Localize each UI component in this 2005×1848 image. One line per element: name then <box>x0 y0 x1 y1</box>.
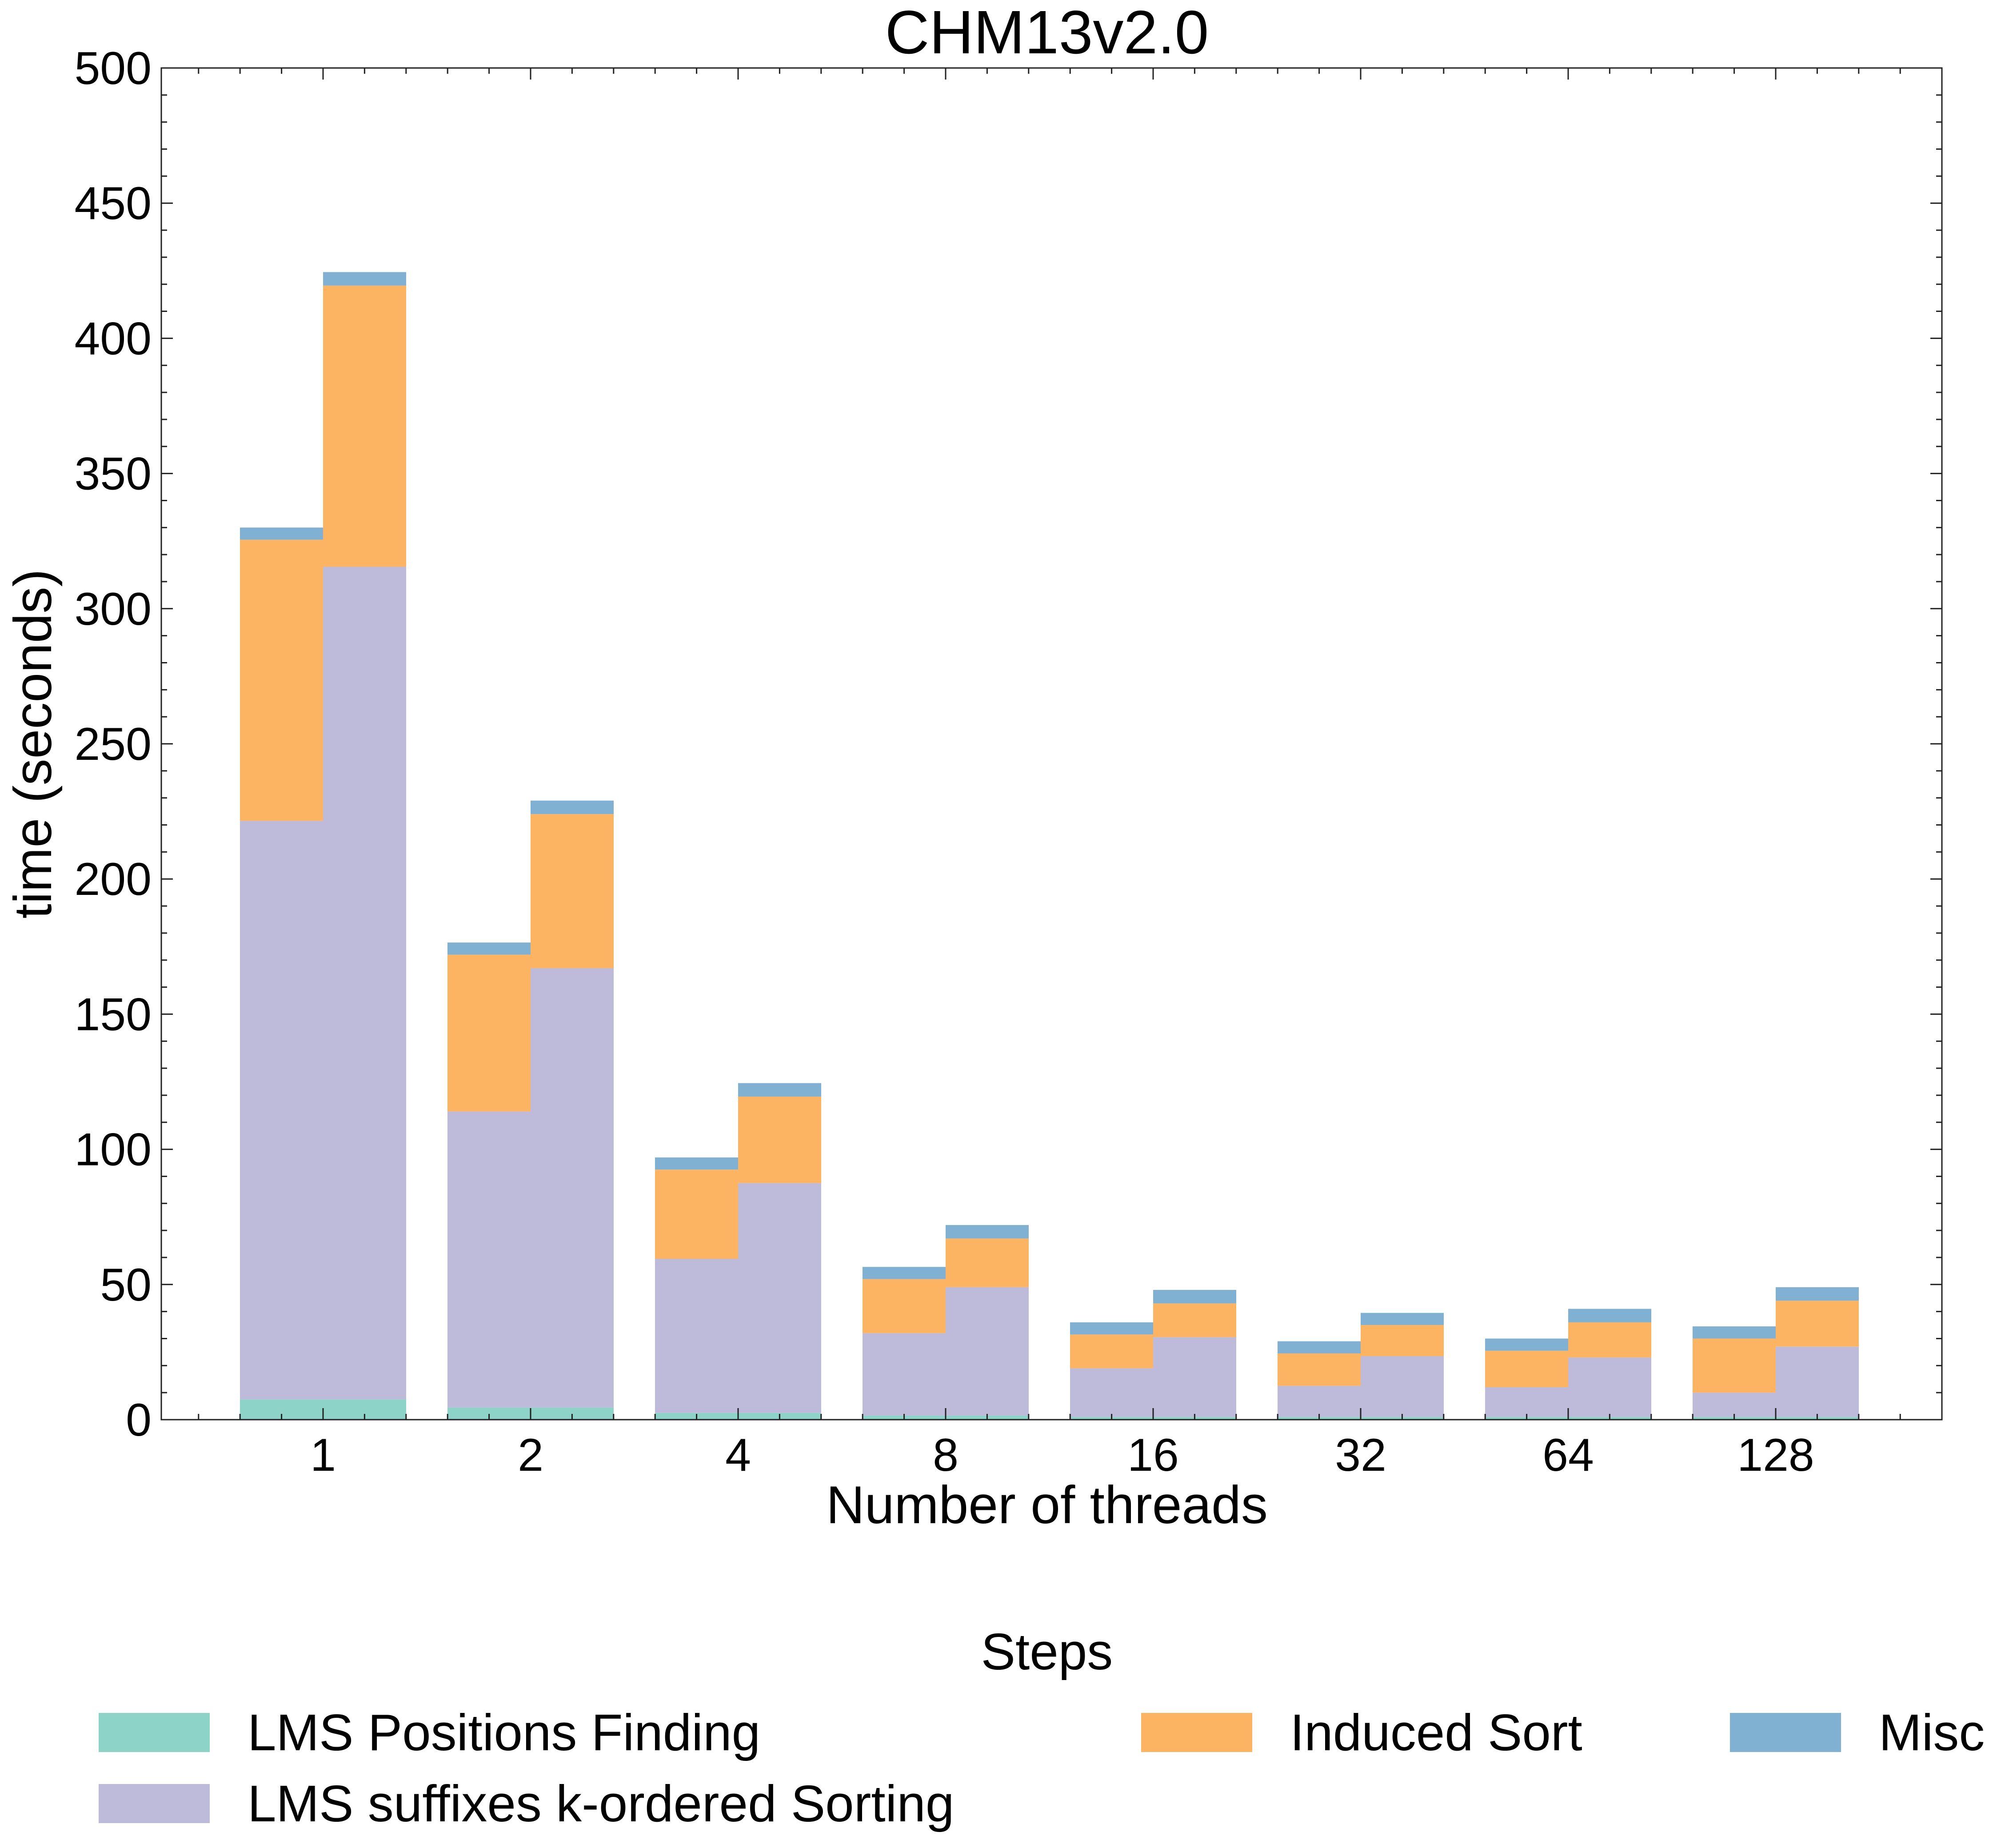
bar-induced-sort-t32-2 <box>1361 1325 1444 1357</box>
bar-misc-t64-2 <box>1568 1309 1651 1322</box>
legend-label-induced-sort: Induced Sort <box>1290 1704 1582 1761</box>
bar-induced-sort-t8-2 <box>946 1238 1029 1287</box>
bar-lms-suffixes-k-ordered-sorting-t16-1 <box>1070 1368 1153 1417</box>
y-tick-label: 150 <box>74 989 152 1040</box>
y-tick-label: 200 <box>74 854 152 905</box>
bar-misc-t16-2 <box>1153 1289 1236 1304</box>
y-tick-label: 50 <box>100 1259 152 1311</box>
bar-induced-sort-t2-1 <box>447 954 531 1112</box>
bar-lms-suffixes-k-ordered-sorting-t4-2 <box>738 1183 821 1413</box>
bar-lms-suffixes-k-ordered-sorting-t8-2 <box>946 1287 1029 1416</box>
legend-swatch-misc <box>1730 1713 1841 1752</box>
y-tick-label: 300 <box>74 583 152 635</box>
bar-lms-suffixes-k-ordered-sorting-t2-1 <box>447 1111 531 1408</box>
x-tick-label: 64 <box>1542 1429 1594 1481</box>
bar-induced-sort-t64-2 <box>1568 1322 1651 1358</box>
bar-induced-sort-t64-1 <box>1485 1350 1568 1387</box>
bar-misc-t2-2 <box>531 800 614 814</box>
y-tick-label: 450 <box>74 178 152 229</box>
bar-misc-t64-1 <box>1485 1338 1568 1351</box>
bar-misc-t8-2 <box>946 1225 1029 1239</box>
x-tick-label: 2 <box>518 1429 543 1481</box>
bar-misc-t32-2 <box>1361 1313 1444 1325</box>
bar-misc-t4-2 <box>738 1083 821 1097</box>
y-tick-label: 500 <box>74 43 152 94</box>
bar-lms-suffixes-k-ordered-sorting-t128-2 <box>1776 1346 1859 1417</box>
bar-induced-sort-t128-1 <box>1693 1338 1776 1393</box>
legend-label-lms-positions-finding: LMS Positions Finding <box>248 1704 760 1761</box>
bar-lms-suffixes-k-ordered-sorting-t1-2 <box>323 567 406 1400</box>
x-tick-label: 4 <box>725 1429 751 1481</box>
bar-lms-suffixes-k-ordered-sorting-t16-2 <box>1153 1337 1236 1417</box>
bar-induced-sort-t8-1 <box>863 1279 946 1333</box>
bar-induced-sort-t4-2 <box>738 1096 821 1183</box>
legend-label-lms-suffixes-k-ordered-sorting: LMS suffixes k-ordered Sorting <box>248 1775 954 1832</box>
bar-lms-suffixes-k-ordered-sorting-t4-1 <box>655 1259 738 1413</box>
bar-misc-t8-1 <box>863 1267 946 1279</box>
chart-title: CHM13v2.0 <box>885 0 1209 67</box>
plot-frame <box>160 67 1943 1421</box>
y-axis-ticks: 0 50 100 150 200 250 300 350 400 450 500 <box>74 43 1942 1446</box>
bar-misc-t16-1 <box>1070 1322 1153 1335</box>
y-tick-label: 350 <box>74 448 152 500</box>
bar-misc-t4-1 <box>655 1157 738 1170</box>
y-tick-label: 400 <box>74 313 152 364</box>
x-tick-label: 128 <box>1737 1429 1814 1481</box>
bar-induced-sort-t128-2 <box>1776 1301 1859 1347</box>
bar-lms-suffixes-k-ordered-sorting-t64-2 <box>1568 1357 1651 1417</box>
bar-misc-t1-2 <box>323 272 406 286</box>
bar-lms-suffixes-k-ordered-sorting-t64-1 <box>1485 1387 1568 1417</box>
bar-misc-t1-1 <box>240 527 323 540</box>
legend-swatch-induced-sort <box>1141 1713 1252 1752</box>
x-tick-label: 8 <box>933 1429 959 1481</box>
bar-misc-t128-1 <box>1693 1326 1776 1339</box>
bar-induced-sort-t1-2 <box>323 285 406 567</box>
x-tick-label: 32 <box>1335 1429 1386 1481</box>
bar-induced-sort-t2-2 <box>531 814 614 968</box>
bar-misc-t32-1 <box>1278 1341 1361 1353</box>
bars-group <box>240 272 1859 1420</box>
bar-lms-suffixes-k-ordered-sorting-t2-2 <box>531 968 614 1408</box>
y-tick-label: 250 <box>74 718 152 770</box>
legend-swatch-lms-positions-finding <box>99 1713 210 1752</box>
bar-lms-suffixes-k-ordered-sorting-t1-1 <box>240 821 323 1400</box>
bar-induced-sort-t16-2 <box>1153 1303 1236 1337</box>
bar-induced-sort-t32-1 <box>1278 1353 1361 1386</box>
x-tick-label: 16 <box>1127 1429 1179 1481</box>
bar-lms-suffixes-k-ordered-sorting-t32-2 <box>1361 1356 1444 1417</box>
bar-induced-sort-t1-1 <box>240 539 323 821</box>
legend-swatch-lms-suffixes-k-ordered-sorting <box>99 1784 210 1823</box>
x-tick-label: 1 <box>310 1429 336 1481</box>
bar-misc-t128-2 <box>1776 1287 1859 1301</box>
bar-lms-suffixes-k-ordered-sorting-t32-1 <box>1278 1385 1361 1417</box>
y-tick-label: 0 <box>126 1394 152 1446</box>
bar-lms-suffixes-k-ordered-sorting-t8-1 <box>863 1333 946 1416</box>
legend: Steps LMS Positions Finding LMS suffixes … <box>99 1623 1985 1832</box>
legend-title: Steps <box>981 1623 1113 1680</box>
legend-label-misc: Misc <box>1879 1704 1985 1761</box>
bar-induced-sort-t4-1 <box>655 1169 738 1259</box>
y-axis-label: time (seconds) <box>3 569 63 919</box>
bar-lms-suffixes-k-ordered-sorting-t128-1 <box>1693 1393 1776 1417</box>
bar-induced-sort-t16-1 <box>1070 1334 1153 1369</box>
y-tick-label: 100 <box>74 1124 152 1176</box>
x-axis-ticks: 1 2 4 8 16 32 64 128 <box>198 68 1901 1481</box>
x-axis-label: Number of threads <box>826 1475 1268 1535</box>
bar-misc-t2-1 <box>447 942 531 955</box>
